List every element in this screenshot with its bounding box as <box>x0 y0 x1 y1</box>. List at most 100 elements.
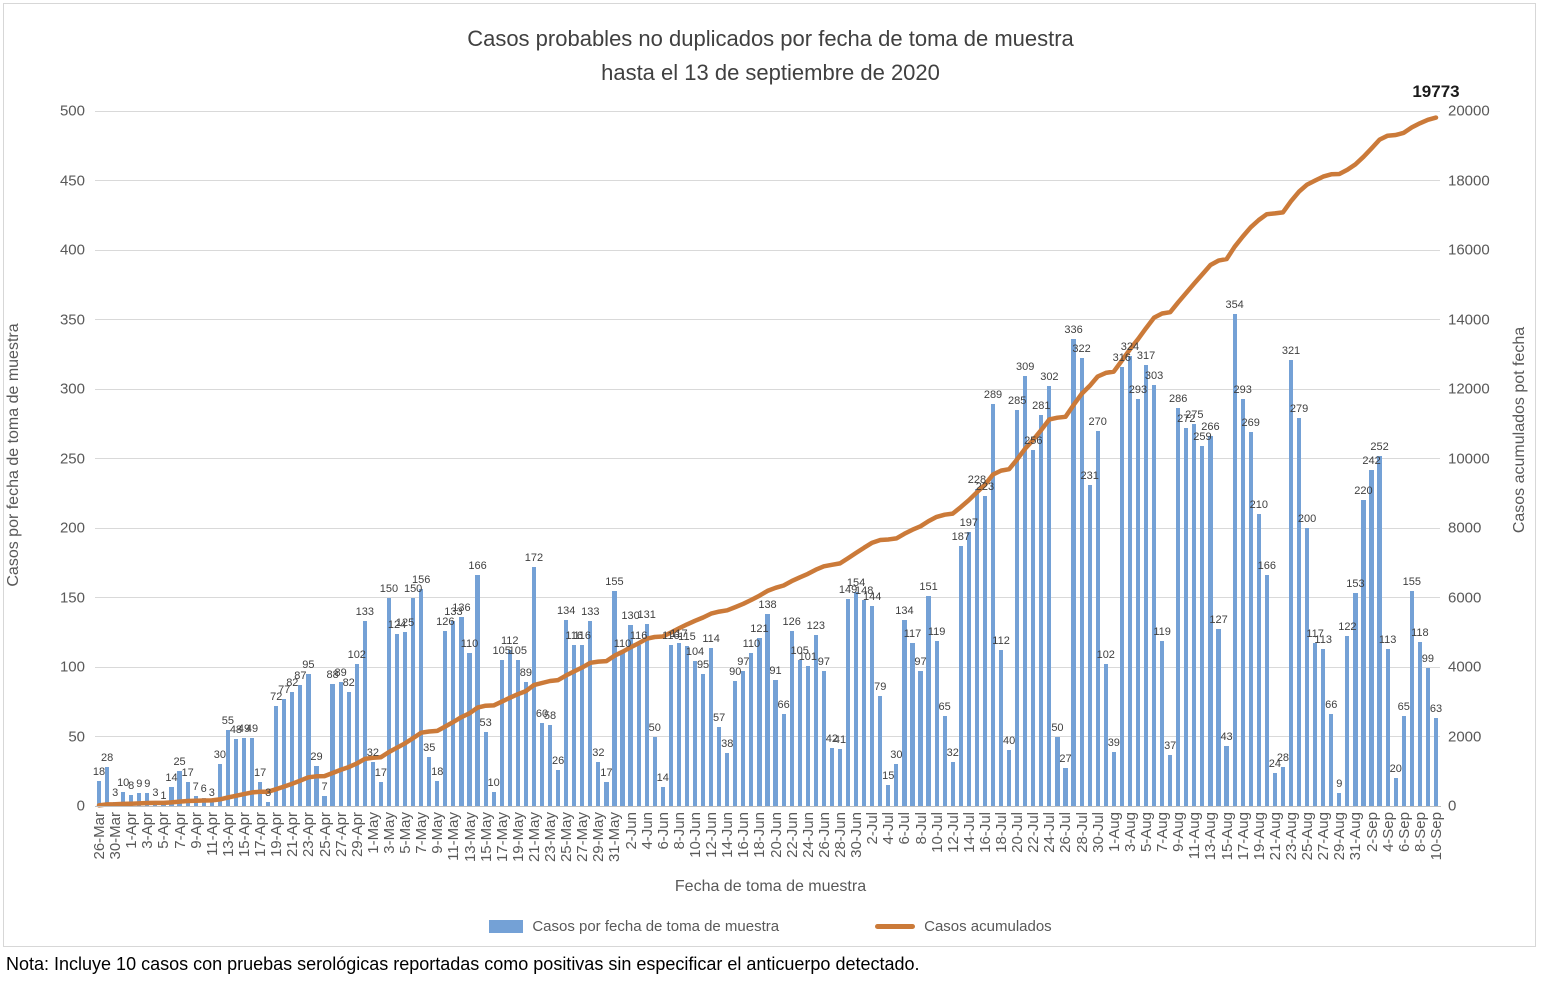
bar-value-label: 138 <box>758 599 777 612</box>
bar-value-label: 50 <box>648 721 661 734</box>
bar <box>378 782 383 806</box>
bar-value-label: 317 <box>1136 350 1156 363</box>
x-axis-tick-label: 9-Aug <box>1170 812 1188 853</box>
bar-value-label: 220 <box>1354 485 1373 498</box>
bar-value-label: 116 <box>565 629 583 642</box>
bar <box>870 605 875 806</box>
x-axis-tick-label: 31-May <box>606 812 624 863</box>
x-axis-tick-label: 11-May <box>445 812 463 861</box>
y-axis-tick-right: 8000 <box>1448 519 1482 537</box>
x-axis-tick-label: 23-Apr <box>300 812 318 858</box>
y-axis-tick-right: 2000 <box>1448 728 1482 745</box>
bar <box>910 643 915 806</box>
left-axis-title: Casos por fecha de toma de muestra <box>5 323 22 587</box>
bar <box>1168 754 1173 806</box>
bar <box>1176 408 1181 806</box>
bar-value-label: 303 <box>1144 369 1164 382</box>
bar <box>709 647 714 806</box>
bar <box>290 692 295 806</box>
bar-value-label: 41 <box>833 734 847 746</box>
bar <box>169 786 174 806</box>
bar <box>1208 436 1213 806</box>
bar-value-label: 10 <box>117 777 130 790</box>
bar <box>233 739 239 806</box>
x-axis-tick-label: 3-May <box>380 812 398 854</box>
bar <box>427 757 432 806</box>
bar-value-label: 18 <box>431 765 444 778</box>
bar <box>1127 355 1132 806</box>
bar-value-label: 256 <box>1024 435 1043 448</box>
x-axis-tick-label: 6-Jun <box>654 812 672 850</box>
bar-value-label: 9 <box>1336 778 1343 791</box>
bar <box>266 801 271 806</box>
bar <box>821 671 826 806</box>
bar <box>217 764 222 806</box>
y-axis-tick-right: 18000 <box>1448 172 1490 189</box>
bar <box>1087 484 1092 806</box>
bar-value-label: 293 <box>1233 383 1252 396</box>
bar-value-label: 134 <box>556 604 576 617</box>
bar <box>1425 668 1430 806</box>
x-axis-tick-label: 2-Jul <box>864 812 882 845</box>
bar-value-label: 3 <box>265 786 272 799</box>
bar-value-label: 101 <box>798 650 817 663</box>
x-axis-tick-label: 21-May <box>525 812 543 863</box>
bar-value-label: 32 <box>946 746 959 759</box>
bar-value-label: 53 <box>479 717 492 730</box>
bar <box>604 782 609 806</box>
bar <box>1240 398 1245 806</box>
x-axis-tick-label: 7-Apr <box>171 812 189 849</box>
x-axis-tick-label: 22-Jun <box>783 812 801 858</box>
bar-value-label: 116 <box>629 629 648 642</box>
bar-value-label: 43 <box>1220 731 1233 744</box>
x-axis-tick-label: 1-May <box>364 812 382 854</box>
bar-value-label: 155 <box>605 575 624 588</box>
x-axis-tick-label: 29-Apr <box>348 812 366 858</box>
bar-value-label: 150 <box>403 582 423 595</box>
bar <box>1007 750 1012 806</box>
bar <box>733 680 738 806</box>
bar-value-label: 38 <box>721 738 734 751</box>
bar <box>966 532 971 806</box>
bar-value-label: 49 <box>245 722 259 735</box>
bar <box>749 653 754 806</box>
bar-value-label: 99 <box>1421 653 1435 666</box>
bar-value-label: 114 <box>702 632 720 645</box>
x-axis-tick-label: 30-Mar <box>107 812 125 860</box>
bar-value-label: 354 <box>1225 298 1244 311</box>
bar-value-label: 269 <box>1241 417 1260 430</box>
bar-series-label: Casos por fecha de toma de muestra <box>532 918 780 935</box>
bar <box>507 650 512 806</box>
y-axis-tick-left: 400 <box>59 241 85 259</box>
bar-value-label: 87 <box>294 670 307 683</box>
bar-value-label: 97 <box>914 656 927 669</box>
bar-value-label: 302 <box>1040 371 1059 384</box>
bar <box>282 698 287 806</box>
bar-value-label: 321 <box>1281 344 1301 357</box>
x-axis-tick-label: 5-Apr <box>155 812 173 849</box>
bar-value-label: 57 <box>713 711 726 724</box>
bar <box>1288 359 1294 806</box>
bar-value-label: 223 <box>975 481 995 494</box>
bar-value-label: 55 <box>221 714 234 727</box>
bar <box>1321 648 1326 806</box>
x-axis-tick-label: 23-Aug <box>1283 812 1300 861</box>
bar <box>1280 767 1286 806</box>
x-axis-tick-label: 24-Jul <box>1041 812 1059 853</box>
bar <box>338 682 343 806</box>
bar-value-label: 270 <box>1088 415 1107 428</box>
bar-value-label: 58 <box>543 710 557 723</box>
bar-value-label: 286 <box>1169 393 1188 406</box>
y-axis-tick-left: 300 <box>59 380 85 398</box>
bar-value-label: 6 <box>200 782 207 795</box>
bar <box>322 796 327 806</box>
x-axis-tick-label: 13-Apr <box>219 812 237 858</box>
bar-value-label: 134 <box>895 604 914 617</box>
bar-value-label: 153 <box>1346 578 1365 591</box>
bar <box>797 660 802 806</box>
bar <box>725 753 730 806</box>
x-axis-tick-label: 3-Aug <box>1121 812 1139 853</box>
bar-value-label: 30 <box>890 749 903 762</box>
bar-value-label: 126 <box>436 615 455 628</box>
bar <box>652 736 657 806</box>
